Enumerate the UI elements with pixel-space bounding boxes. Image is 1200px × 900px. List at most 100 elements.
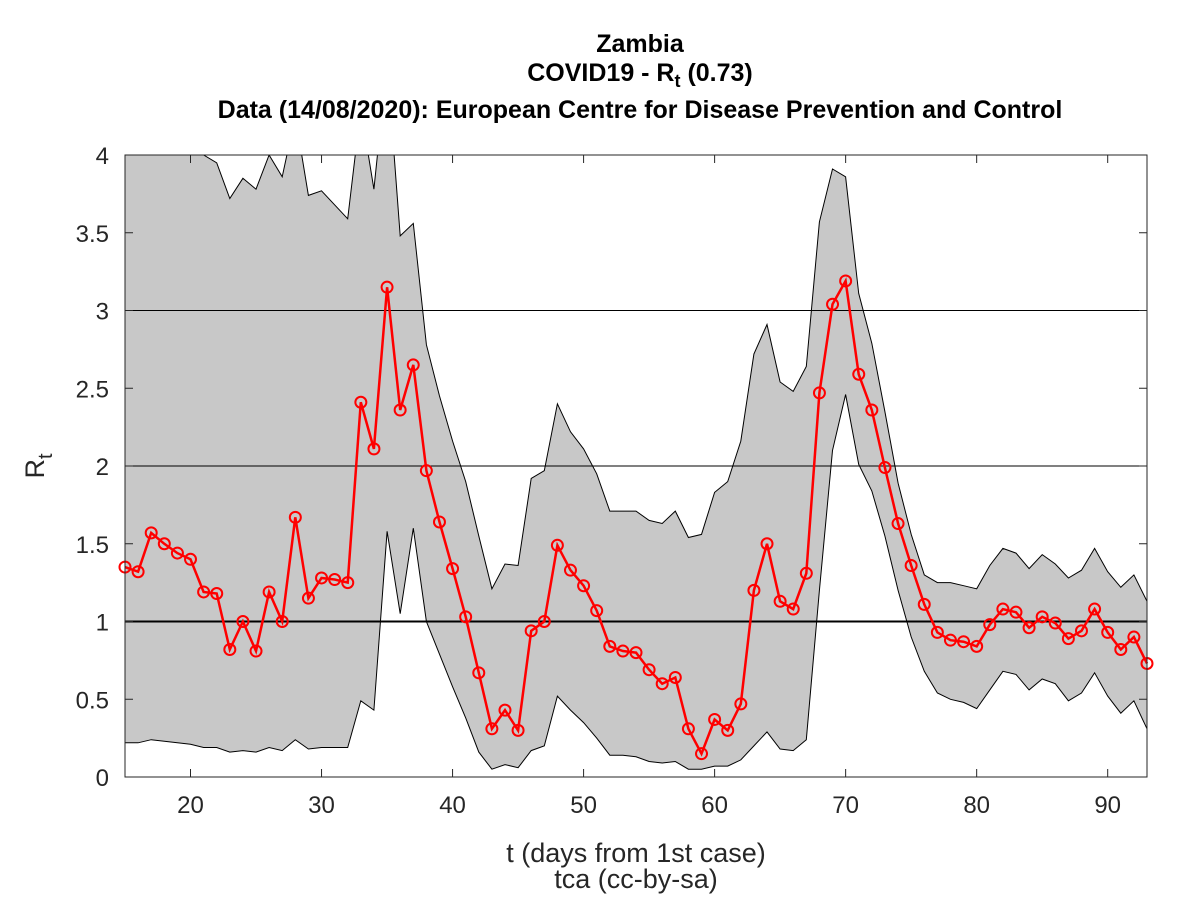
data-point (1101, 625, 1115, 639)
data-point (236, 615, 250, 628)
data-point (616, 644, 630, 658)
data-point (301, 591, 315, 605)
data-point (262, 585, 276, 599)
data-point (1048, 616, 1062, 630)
data-point (459, 610, 473, 624)
x-tick-label: 50 (570, 792, 597, 819)
data-point (1114, 642, 1128, 656)
rt-series-line (124, 277, 1149, 757)
data-point (328, 573, 342, 587)
data-point (930, 625, 944, 639)
data-point (170, 546, 184, 560)
data-point (852, 367, 866, 381)
axis-ticks-layer: 20 30 40 50 60 70 80 90 0 0.5 1 1.5 2 2.5 3 3.5 4 (76, 143, 1147, 819)
data-point (288, 510, 302, 524)
y-tick-label: 3.5 (76, 221, 109, 248)
x-tick-label: 40 (439, 792, 466, 819)
svg-text:Rt: Rt (20, 453, 57, 479)
data-point (812, 386, 826, 400)
data-point (943, 633, 957, 647)
data-point (380, 280, 394, 294)
data-point (393, 403, 407, 417)
data-point (603, 639, 617, 653)
data-point (1009, 605, 1023, 619)
y-tick-label: 1.5 (76, 532, 109, 559)
data-point (1022, 621, 1036, 635)
reference-lines-layer (125, 310, 1147, 623)
x-tick-label: 70 (832, 792, 859, 819)
data-point (354, 395, 368, 409)
y-axis-label-main: R (20, 459, 50, 479)
data-point (1035, 610, 1049, 624)
data-point (223, 642, 237, 656)
rt-series-layer (118, 274, 1154, 761)
data-point (341, 576, 355, 590)
y-tick-label: 4 (96, 143, 109, 170)
data-point (1074, 624, 1088, 638)
data-point (197, 585, 211, 599)
x-tick-label: 30 (308, 792, 335, 819)
data-point (537, 615, 551, 628)
data-point (681, 722, 695, 736)
data-point (629, 646, 643, 660)
data-point (1127, 630, 1141, 644)
x-axis-label: t (days from 1st case) (506, 838, 766, 868)
y-tick-label: 2 (96, 454, 109, 481)
data-point (799, 566, 813, 580)
data-point (472, 666, 486, 680)
data-point (865, 403, 879, 417)
data-point (708, 712, 722, 726)
data-point (184, 552, 198, 566)
data-point (695, 747, 709, 761)
chart-title-country: Zambia (596, 30, 684, 58)
metric-value: (0.73) (687, 59, 753, 87)
data-point (157, 537, 171, 551)
data-point (1061, 632, 1075, 646)
y-tick-label: 3 (96, 299, 109, 326)
data-point (642, 663, 656, 677)
data-point (249, 644, 263, 658)
data-point (550, 538, 564, 552)
y-axis-label-sub: t (35, 453, 57, 459)
metric-prefix: COVID19 - R (527, 59, 675, 87)
data-point (144, 526, 158, 540)
confidence-band-layer (125, 155, 1147, 770)
chart-title-block: Zambia COVID19 - Rt (0.73) Data (14/08/2… (0, 30, 1200, 125)
data-point (734, 697, 748, 711)
data-point (668, 670, 682, 684)
y-axis-label: Rt (20, 453, 57, 479)
data-point (577, 579, 591, 593)
data-point (590, 604, 604, 618)
data-point (904, 559, 918, 573)
data-point (970, 639, 984, 653)
data-point (891, 517, 905, 531)
data-point (498, 703, 512, 717)
confidence-band (125, 155, 1147, 770)
data-point (419, 464, 433, 478)
credit-label: tca (cc-by-sa) (554, 864, 718, 894)
metric-subscript: t (674, 71, 681, 91)
data-point (983, 618, 997, 632)
data-point (406, 358, 420, 372)
data-point (315, 571, 329, 585)
data-point (878, 461, 892, 475)
y-tick-label: 2.5 (76, 376, 109, 403)
data-point (131, 565, 145, 579)
data-point (367, 442, 381, 456)
data-point (996, 602, 1010, 616)
data-point (760, 537, 774, 551)
data-point (446, 562, 460, 576)
y-tick-label: 0.5 (76, 687, 109, 714)
data-point (485, 722, 499, 736)
chart-title-source: Data (14/08/2020): European Centre for D… (217, 96, 1063, 124)
data-point (917, 597, 931, 611)
x-tick-label: 20 (177, 792, 204, 819)
data-point (563, 563, 577, 577)
data-point (432, 515, 446, 529)
data-point (210, 587, 224, 601)
y-tick-label: 1 (96, 610, 109, 637)
data-point (773, 594, 787, 608)
data-point (826, 297, 840, 311)
data-point (839, 274, 853, 288)
